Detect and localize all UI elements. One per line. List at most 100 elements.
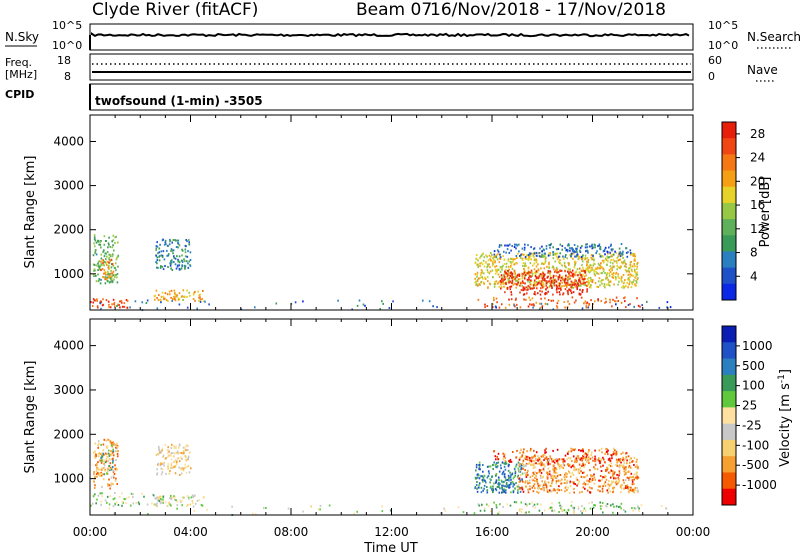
data-point	[572, 465, 575, 468]
data-point	[529, 271, 531, 274]
data-point	[514, 275, 516, 278]
data-point	[548, 285, 551, 288]
data-point	[529, 299, 532, 302]
data-point	[594, 455, 596, 458]
data-point	[100, 264, 102, 267]
data-point	[162, 250, 165, 253]
data-point	[184, 251, 187, 254]
data-point	[503, 275, 505, 278]
data-point	[503, 278, 505, 281]
data-point	[388, 307, 391, 309]
data-point	[586, 281, 588, 283]
data-point	[580, 449, 582, 452]
data-point	[112, 239, 115, 242]
data-point	[201, 298, 203, 300]
data-point	[563, 281, 566, 283]
data-point	[165, 299, 168, 301]
data-point	[199, 300, 202, 303]
data-point	[579, 491, 581, 494]
data-point	[524, 503, 527, 506]
data-point	[618, 280, 620, 283]
data-point	[495, 481, 497, 484]
data-point	[197, 290, 199, 293]
data-point	[526, 292, 528, 295]
time-tick-label: 16:00	[475, 525, 510, 539]
data-point	[99, 282, 102, 285]
data-point	[113, 267, 116, 270]
data-point	[574, 250, 576, 253]
data-point	[543, 249, 545, 252]
data-point	[615, 300, 617, 303]
data-point	[500, 281, 503, 284]
data-point	[492, 261, 494, 264]
data-point	[632, 254, 634, 257]
data-point	[530, 279, 532, 282]
data-point	[534, 476, 537, 479]
data-point	[574, 466, 576, 469]
data-point	[591, 475, 594, 477]
data-point	[92, 451, 95, 454]
data-point	[617, 255, 619, 258]
data-point	[200, 504, 203, 506]
data-point	[526, 289, 528, 292]
data-point	[101, 460, 104, 463]
data-point	[160, 299, 162, 302]
data-point	[611, 454, 613, 457]
data-point	[95, 253, 98, 256]
data-point	[533, 247, 536, 250]
data-point	[184, 445, 187, 448]
data-point	[517, 281, 519, 284]
data-point	[533, 284, 535, 287]
data-point	[499, 482, 501, 485]
data-point	[593, 473, 595, 476]
data-point	[104, 271, 107, 274]
data-point	[103, 276, 105, 279]
data-point	[633, 305, 635, 308]
data-point	[107, 300, 110, 303]
data-point	[113, 305, 116, 308]
data-point	[507, 485, 510, 488]
data-point	[571, 269, 574, 272]
data-point	[96, 299, 98, 302]
data-point	[482, 464, 484, 466]
data-point	[161, 500, 164, 503]
data-point	[167, 454, 170, 457]
data-point	[164, 292, 167, 295]
data-point	[619, 458, 622, 461]
data-point	[489, 465, 492, 468]
data-point	[561, 478, 563, 481]
data-point	[113, 442, 115, 445]
data-point	[588, 265, 590, 268]
freq-panel-frame	[89, 53, 694, 81]
data-point	[625, 467, 627, 470]
data-point	[584, 257, 587, 260]
data-point	[532, 253, 535, 255]
data-point	[111, 442, 113, 444]
data-point	[186, 465, 188, 468]
data-point	[545, 447, 547, 450]
data-point	[559, 252, 561, 255]
data-point	[189, 259, 192, 261]
data-point	[537, 455, 539, 458]
data-point	[567, 268, 570, 270]
data-point	[122, 501, 124, 504]
data-point	[94, 475, 96, 478]
data-point	[132, 496, 134, 499]
data-point	[497, 476, 500, 479]
data-point	[597, 299, 599, 302]
data-point	[135, 502, 137, 504]
data-point	[560, 509, 563, 512]
data-point	[605, 276, 608, 279]
data-point	[574, 255, 576, 258]
data-point	[564, 255, 567, 258]
data-point	[615, 452, 618, 455]
data-point	[622, 451, 624, 454]
data-point	[173, 256, 175, 259]
data-point	[505, 262, 508, 265]
data-point	[479, 274, 482, 277]
data-point	[628, 486, 630, 489]
data-point	[601, 451, 603, 454]
data-point	[669, 306, 672, 309]
data-point	[554, 252, 556, 255]
data-point	[617, 275, 619, 278]
